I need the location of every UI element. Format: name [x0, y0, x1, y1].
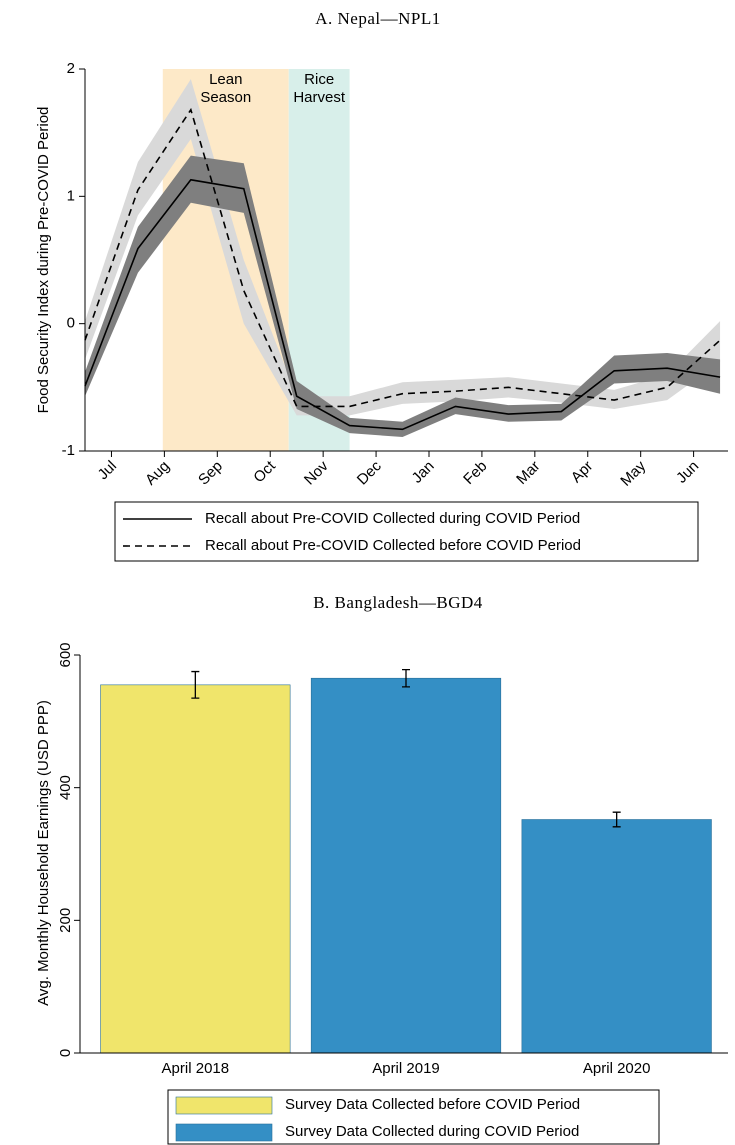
region-label: Lean — [209, 71, 242, 88]
confidence-band — [85, 79, 721, 416]
bar — [521, 819, 712, 1054]
y-tick-label: 0 — [67, 315, 75, 332]
y-axis-label: Food Security Index during Pre-COVID Per… — [35, 107, 52, 414]
error-bar — [402, 668, 410, 688]
region-label: Rice — [304, 71, 334, 88]
legend-box — [114, 501, 699, 562]
x-tick-label: Aug — [142, 458, 173, 489]
legend-swatch — [175, 1096, 273, 1115]
x-tick-label: Nov — [301, 457, 332, 488]
x-tick-label: Feb — [460, 458, 490, 488]
y-tick-label: 2 — [67, 60, 75, 77]
legend-label: Survey Data Collected during COVID Perio… — [285, 1123, 579, 1140]
x-tick-label: Mar — [513, 458, 543, 488]
error-bar — [191, 670, 200, 699]
y-tick-label: 600 — [57, 642, 74, 667]
legend-label: Survey Data Collected before COVID Perio… — [285, 1096, 580, 1113]
x-tick-label: Jul — [95, 458, 121, 484]
x-tick-label: Apr — [568, 458, 597, 487]
x-tick-label: May — [617, 457, 649, 489]
y-axis-label: Avg. Monthly Household Earnings (USD PPP… — [35, 700, 52, 1006]
error-bar — [612, 811, 621, 828]
series-line — [84, 178, 721, 431]
x-tick-label: Sep — [195, 458, 226, 489]
x-tick-label: Jun — [673, 458, 702, 487]
legend-label: Recall about Pre-COVID Collected before … — [205, 537, 581, 554]
panel-title: B. Bangladesh—BGD4 — [313, 593, 483, 612]
x-tick-label: April 2018 — [162, 1060, 230, 1077]
panel-title: A. Nepal—NPL1 — [315, 9, 440, 28]
region-label: Season — [200, 89, 251, 106]
x-tick-label: April 2019 — [372, 1060, 440, 1077]
y-tick-label: 0 — [57, 1049, 74, 1057]
y-tick-label: 400 — [57, 775, 74, 800]
y-tick-label: 1 — [67, 187, 75, 204]
legend-label: Recall about Pre-COVID Collected during … — [205, 510, 580, 527]
x-tick-label: Oct — [250, 457, 279, 486]
x-tick-label: Dec — [354, 457, 385, 488]
bar — [310, 677, 502, 1054]
x-tick-label: Jan — [409, 458, 438, 487]
series-line — [84, 107, 721, 408]
x-tick-label: April 2020 — [583, 1060, 651, 1077]
y-tick-label: 200 — [57, 908, 74, 933]
y-tick-label: -1 — [62, 442, 75, 459]
bar — [100, 684, 291, 1054]
legend-swatch — [175, 1123, 273, 1142]
region-label: Harvest — [293, 89, 346, 106]
